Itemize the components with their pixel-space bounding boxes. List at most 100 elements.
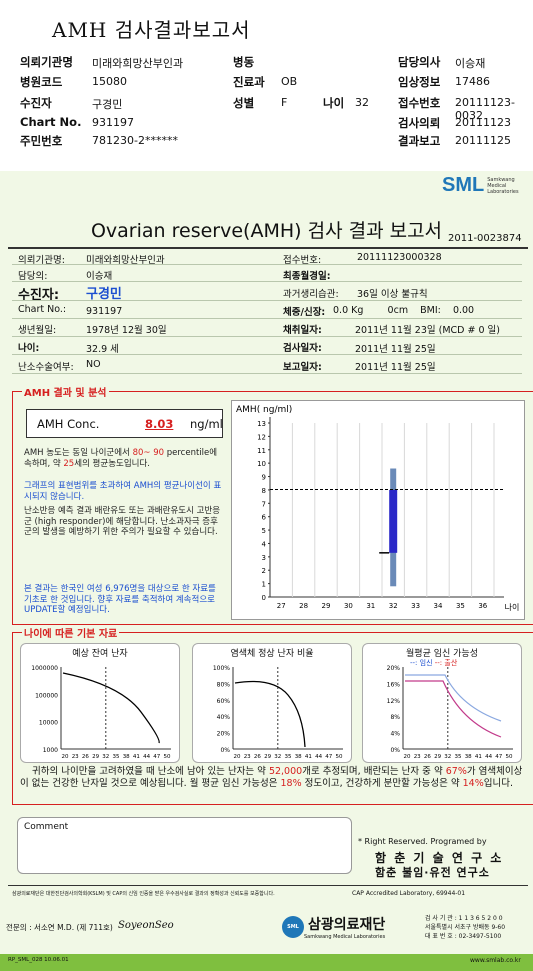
sum-4: 약 [433, 766, 443, 777]
info-value-report-date: 2011년 11월 25일 [355, 362, 436, 373]
label-result-report: 결과보고 [398, 134, 441, 148]
value-doctor: 이승재 [455, 57, 486, 70]
chart3-y-tick: 20% [387, 665, 401, 672]
chart2-y-tick: 100% [213, 665, 230, 672]
footer-divider [8, 885, 528, 886]
chart1-svg: 1000000 100000 10000 1000 20 23 26 29 32 35 38 41 44… [31, 665, 171, 760]
amh-percentile: 80~ 90 [132, 448, 165, 458]
org-name: 삼광의료재단 [308, 917, 386, 933]
chart1-y-tick: 1000000 [31, 665, 58, 672]
chart1-y-tick: 100000 [35, 692, 58, 699]
sum-8: 정도이고, [304, 778, 343, 789]
info-value-age: 32.9 세 [86, 344, 119, 355]
info-value-weight: 0.0 Kg 0cm BMI: 0.00 [333, 305, 475, 316]
chart1-y-tick: 1000 [43, 747, 58, 754]
label-test-request: 검사의뢰 [398, 116, 441, 130]
info-label-chart: Chart No.: [18, 304, 67, 315]
chart2-svg: 100% 80% 60% 40% 20% 0% 20 23 26 29 32 35 38 41 44 47 50 [213, 665, 343, 760]
row-divider [12, 354, 522, 355]
chart3-x-tick: 23 [414, 754, 421, 760]
amh-data-note: 본 결과는 한국인 여성 6,976명을 대상으로 한 자료를 기초로 한 것입… [24, 584, 216, 615]
amh-p1a: AMH 농도는 동일 나이군에서 [24, 448, 130, 458]
amh-x-tick: 35 [456, 602, 465, 610]
chart3-x-tick: 38 [465, 754, 472, 760]
amh-y-tick: 10 [257, 460, 266, 468]
chart1-x-tick: 38 [123, 754, 130, 760]
chart2-x-tick: 44 [315, 754, 322, 760]
label-ward: 병동 [233, 55, 255, 69]
info-value-patient: 구경민 [86, 287, 122, 302]
info-value-institution: 미래와희망산부인과 [86, 255, 165, 266]
info-label-doctor: 담당의: [18, 271, 48, 282]
amh-y-tick: 9 [262, 474, 266, 482]
chart3-birth-curve [405, 680, 502, 738]
amh-conc-unit: ng/ml [190, 417, 223, 431]
website-link[interactable]: www.smlab.co.kr [470, 957, 521, 964]
info-label-cycle: 과거생리습관: [283, 289, 339, 300]
amh-x-tick: 27 [277, 602, 286, 610]
value-hospital-code: 15080 [92, 75, 127, 88]
basic-section-title: 나이에 따른 기본 자료 [22, 625, 120, 640]
amh-y-tick: 4 [262, 540, 267, 548]
logo-sub-1: Samkwang [487, 176, 515, 183]
sum-1: 귀하의 나이만을 고려하였을 때 난소에 남아 있는 난자는 약 [32, 766, 266, 777]
sum-normal-rate: 67% [445, 766, 467, 777]
chart2-x-tick: 38 [295, 754, 302, 760]
value-test-request: 20111123 [455, 116, 511, 129]
value-age: 32 [355, 96, 369, 109]
amh-x-tick: 31 [366, 602, 375, 610]
rights-text: * Right Reserved. Programed by [358, 837, 487, 846]
info-value-chart: 931197 [86, 306, 123, 317]
chart1-x-tick: 41 [133, 754, 140, 760]
value-institution: 미래와희망산부인과 [92, 57, 184, 70]
row-divider [12, 373, 522, 374]
chart3-pregnancy-curve [405, 674, 502, 722]
chart2-x-tick: 50 [336, 754, 343, 760]
chart3-title: 월평균 임신 가능성 [406, 649, 478, 659]
info-value-surgery: NO [86, 359, 101, 370]
chart2-x-tick: 35 [285, 754, 292, 760]
chart3-x-tick: 35 [455, 754, 462, 760]
chart3-x-tick: 26 [424, 754, 431, 760]
chart3-y-tick: 0% [390, 747, 400, 754]
sum-9: 건강하게 분만할 가능성은 약 [345, 778, 460, 789]
info-value-doctor: 이승재 [86, 271, 113, 282]
chart1-title: 예상 잔여 난자 [72, 649, 128, 659]
amh-percentile-text: AMH 농도는 동일 나이군에서 80~ 90 percentile에 속하며,… [24, 448, 224, 469]
info-label-surgery: 난소수술여부: [18, 362, 74, 373]
amh-box [389, 489, 398, 553]
label-sex: 성별 [233, 96, 255, 110]
sum-3: 개로 추정되며, 배란되는 난자 중 [302, 766, 431, 777]
specialist-name: 전문의 : 서소연 M.D. (제 711호) [6, 923, 113, 932]
legend-pregnancy: --: 임신 [410, 659, 433, 667]
chart1-x-tick: 26 [82, 754, 89, 760]
amh-y-tick: 2 [262, 567, 266, 575]
org-mark-icon: SML [282, 916, 304, 938]
chart2-curve [234, 680, 306, 748]
amh-age-chart: AMH( ng/ml) 0 1 2 3 4 5 6 7 8 9 10 11 12 13 27 28 29 30 31 3… [231, 400, 525, 620]
organization-logo: SML 삼광의료재단 Samkwang Medical Laboratories [282, 914, 385, 940]
amh-y-tick: 5 [262, 527, 266, 535]
info-label-age: 나이: [18, 343, 40, 354]
chart2-y-tick: 20% [217, 731, 231, 738]
remaining-eggs-chart: 예상 잔여 난자 1000000 100000 10000 1000 20 23 26 29 3… [20, 643, 180, 763]
chart1-x-tick: 29 [92, 754, 99, 760]
chart1-x-tick: 20 [62, 754, 69, 760]
contact-info: 검 사 기 관 : 1 1 3 6 5 2 0 0 서울특별시 서초구 방배동 … [425, 914, 505, 941]
info-value-test-date: 2011년 11월 25일 [355, 344, 436, 355]
chart3-y-tick: 8% [390, 714, 400, 721]
label-age: 나이 [323, 96, 345, 110]
chart1-x-tick: 44 [143, 754, 150, 760]
label-receipt-no: 접수번호 [398, 96, 441, 110]
amh-range-note: 그래프의 표현범위를 초과하여 AMH의 평균나이선이 표시되지 않습니다. [24, 481, 222, 502]
info-value-collect: 2011년 11월 23일 (MCD # 0 일) [355, 325, 500, 336]
amh-y-tick: 12 [257, 433, 266, 441]
chart1-x-tick: 23 [72, 754, 79, 760]
footer-bar [0, 954, 533, 971]
value-department: OB [281, 75, 298, 88]
report-title: Ovarian reserve(AMH) 검사 결과 보고서 [90, 220, 443, 242]
info-label-report-date: 보고일자: [283, 362, 322, 373]
value-chart-no: 931197 [92, 116, 134, 129]
research-institute-2: 함춘 불임·유전 연구소 [375, 866, 490, 879]
sum-eggs: 52,000 [268, 766, 303, 777]
